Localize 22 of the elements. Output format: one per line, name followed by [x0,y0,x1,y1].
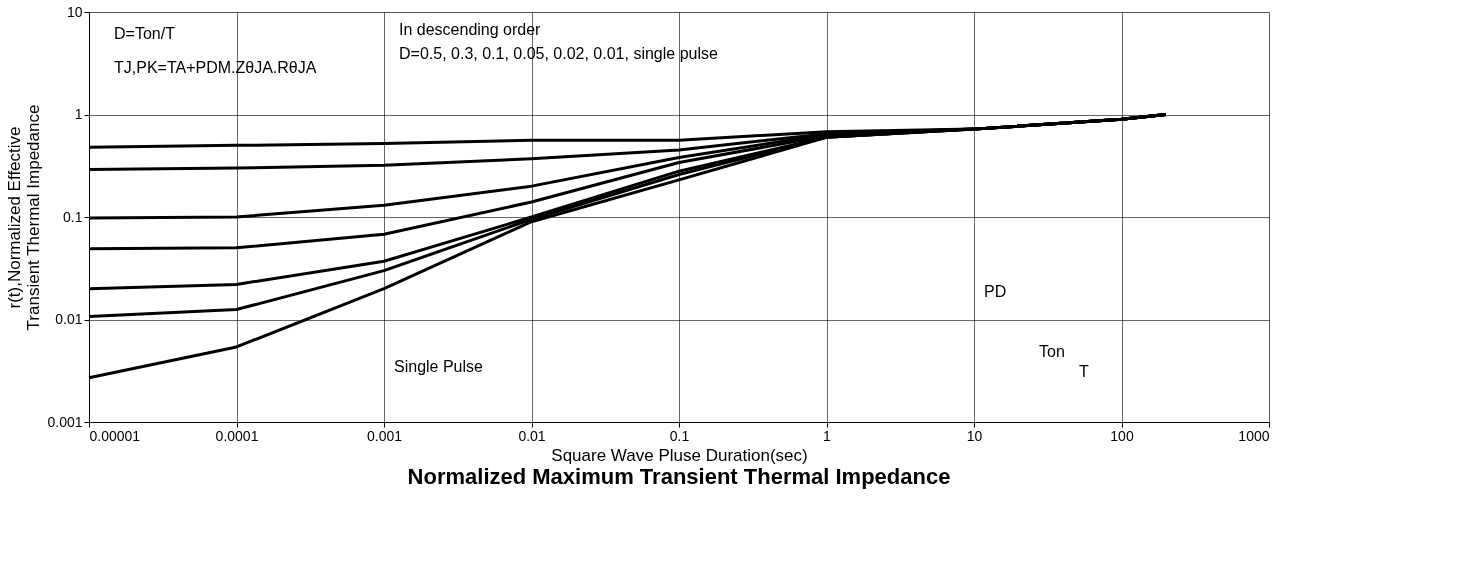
y-tick-label: 0.1 [63,208,83,225]
x-tick-label: 0.1 [669,427,690,444]
x-tick-label: 0.00001 [89,427,141,444]
y-tick-label: 0.01 [55,311,83,327]
annotation: T [1079,363,1089,380]
x-tick-label: 0.01 [518,427,546,444]
x-tick-label: 1000 [1238,427,1270,444]
annotation: PD [984,283,1007,300]
x-tick-label: 10 [966,427,983,444]
y-tick-label: 1 [74,106,83,122]
x-tick-label: 0.0001 [215,427,259,444]
x-tick-label: 0.001 [366,427,403,444]
annotation: Ton [1039,343,1065,360]
annotation: D=Ton/T [114,25,176,42]
annotation: Single Pulse [394,358,484,375]
y-axis-title: r(t),Normalized Effective Transient Thermal Impedance [5,104,44,331]
x-tick-label: 1 [823,427,832,444]
y-tick-label: 0.001 [47,413,83,430]
y-tick-label: 10 [66,3,83,20]
x-tick-label: 100 [1110,427,1134,444]
x-axis-title: Square Wave Pluse Duration(sec) [551,445,808,465]
text: Normalized Maximum Transient Thermal Impedance [407,464,951,489]
